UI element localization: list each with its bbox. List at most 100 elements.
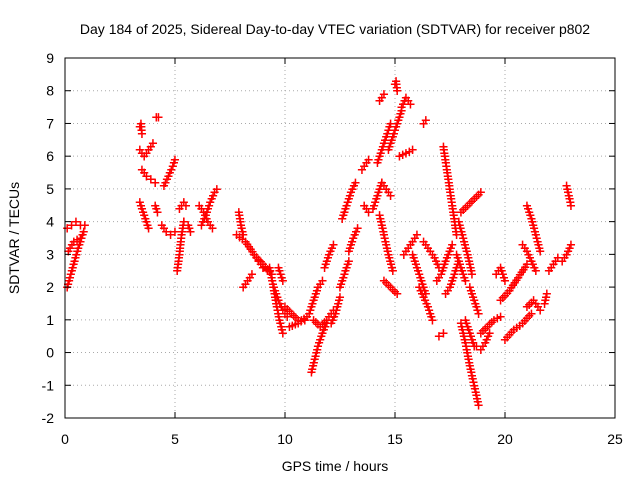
data-point: + <box>469 340 480 355</box>
x-tick-label: 0 <box>61 431 69 447</box>
data-point: + <box>337 212 348 227</box>
data-point: + <box>266 271 277 286</box>
data-point: + <box>539 297 550 312</box>
data-point: + <box>401 146 412 161</box>
data-point: + <box>462 248 473 263</box>
data-point: + <box>564 192 575 207</box>
data-point: + <box>240 277 251 292</box>
data-point: + <box>377 140 388 155</box>
data-point: + <box>330 307 341 322</box>
data-point: + <box>135 117 146 132</box>
data-point: + <box>484 318 495 333</box>
data-point: + <box>451 261 462 276</box>
data-point: + <box>269 287 280 302</box>
data-point: + <box>258 261 269 276</box>
data-point: + <box>504 328 515 343</box>
data-point: + <box>372 156 383 171</box>
data-point: + <box>398 97 409 112</box>
data-point: + <box>469 382 480 397</box>
data-point: + <box>70 251 81 266</box>
data-point: + <box>423 300 434 315</box>
data-point: + <box>500 289 511 304</box>
data-point: + <box>267 277 278 292</box>
data-point: + <box>361 202 372 217</box>
data-point: + <box>312 343 323 358</box>
data-point: + <box>375 146 386 161</box>
data-point: + <box>431 274 442 289</box>
data-point: + <box>134 120 145 135</box>
data-point: + <box>462 320 473 335</box>
data-point: + <box>291 311 302 326</box>
data-point: + <box>462 346 473 361</box>
data-point: + <box>351 225 362 240</box>
data-point: + <box>344 241 355 256</box>
data-point: + <box>272 290 283 305</box>
data-point: + <box>185 225 196 240</box>
data-point: + <box>522 312 533 327</box>
data-point: + <box>469 192 480 207</box>
data-point: + <box>236 218 247 233</box>
data-point: + <box>324 248 335 263</box>
data-point: + <box>456 205 467 220</box>
data-point: + <box>480 322 491 337</box>
data-point: + <box>396 101 407 116</box>
data-point: + <box>546 261 557 276</box>
data-point: + <box>470 297 481 312</box>
data-point: + <box>566 199 577 214</box>
data-point: + <box>449 268 460 283</box>
data-point: + <box>469 294 480 309</box>
data-point: + <box>255 258 266 273</box>
data-point: + <box>442 169 453 184</box>
data-point: + <box>286 307 297 322</box>
data-point: + <box>427 248 438 263</box>
y-tick-label: 4 <box>46 214 54 230</box>
data-point: + <box>442 284 453 299</box>
data-point: + <box>464 326 475 341</box>
data-point: + <box>381 238 392 253</box>
data-point: + <box>73 241 84 256</box>
data-point: + <box>172 264 183 279</box>
data-point: + <box>491 268 502 283</box>
data-point: + <box>517 317 528 332</box>
data-point: + <box>461 343 472 358</box>
data-point: + <box>275 268 286 283</box>
data-point: + <box>565 196 576 211</box>
data-point: + <box>255 255 266 270</box>
data-point: + <box>420 287 431 302</box>
data-point: + <box>468 290 479 305</box>
data-point: + <box>386 258 397 273</box>
data-point: + <box>409 232 420 247</box>
data-point: + <box>276 320 287 335</box>
data-point: + <box>176 199 187 214</box>
data-point: + <box>277 304 288 319</box>
data-point: + <box>379 137 390 152</box>
data-point: + <box>462 199 473 214</box>
data-point: + <box>237 225 248 240</box>
data-point: + <box>359 199 370 214</box>
data-point: + <box>516 266 527 281</box>
data-point: + <box>420 294 431 309</box>
data-point: + <box>417 277 428 292</box>
x-tick-label: 25 <box>607 431 623 447</box>
data-point: + <box>564 241 575 256</box>
data-point: + <box>293 317 304 332</box>
data-point: + <box>465 261 476 276</box>
data-point: + <box>519 241 530 256</box>
data-point: + <box>524 205 535 220</box>
data-point: + <box>456 317 467 332</box>
data-point: + <box>384 251 395 266</box>
data-point: + <box>198 205 209 220</box>
data-point: + <box>377 222 388 237</box>
data-point: + <box>391 81 402 96</box>
data-point: + <box>432 258 443 273</box>
data-point: + <box>458 326 469 341</box>
data-point: + <box>387 264 398 279</box>
data-point: + <box>363 205 374 220</box>
data-point: + <box>310 349 321 364</box>
data-point: + <box>486 316 497 331</box>
data-point: + <box>265 268 276 283</box>
data-point: + <box>302 310 313 325</box>
data-point: + <box>170 225 181 240</box>
data-point: + <box>460 336 471 351</box>
